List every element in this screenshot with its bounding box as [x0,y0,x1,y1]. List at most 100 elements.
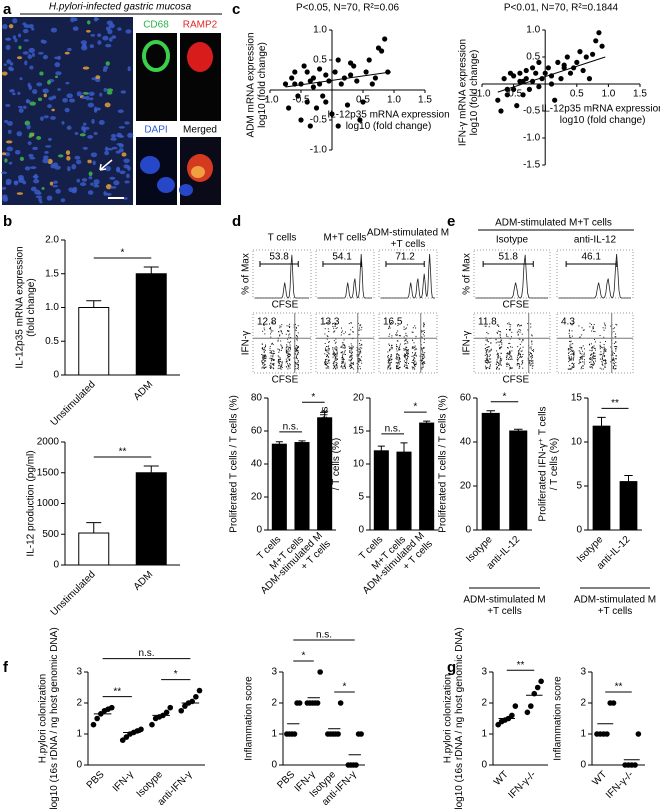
event [407,354,409,356]
event [352,346,354,348]
event [532,360,534,362]
event [590,343,592,345]
data-point [304,69,310,75]
event [590,347,592,349]
event [516,362,518,364]
event [404,348,406,350]
event [295,363,297,365]
data-point [580,67,586,74]
event [590,324,592,326]
event [348,323,350,325]
event [403,328,405,330]
event [613,342,615,344]
event [497,324,499,326]
nucleus [79,133,86,137]
event [612,359,614,361]
event [277,355,279,357]
bar [509,430,528,531]
bar [592,425,611,531]
event [412,358,414,360]
x-tick-label: 1.5 [418,95,432,106]
y-tick-label: 1.0 [45,302,59,313]
event [412,348,414,350]
event [407,342,409,344]
event [334,359,336,361]
event [403,360,405,362]
event [486,340,488,342]
event [498,341,500,343]
event [279,361,281,363]
event [389,367,391,369]
data-point [590,51,596,57]
event [296,357,298,359]
y-tick-label: 500 [42,529,59,540]
event [273,351,275,353]
data-point [567,70,574,76]
data-point [289,75,295,81]
data-point [357,117,363,123]
data-point [369,81,375,87]
event [341,345,343,347]
event [413,356,415,358]
event [399,348,401,350]
event [324,333,326,335]
nucleus [107,29,113,35]
event [571,349,573,351]
event [497,355,499,357]
event [404,356,406,358]
nucleus [82,122,87,126]
event [521,360,523,362]
x-tick-label: IFN-γ [111,769,136,794]
event [591,330,593,332]
event [506,323,508,325]
event [497,356,499,358]
event [286,360,288,362]
nucleus [43,93,47,98]
event [612,357,614,359]
event [327,359,329,361]
nucleus [58,154,64,158]
event [281,331,283,333]
nucleus [80,40,88,45]
event [342,356,344,358]
event [600,353,602,355]
data-point [353,762,359,768]
nucleus [57,88,61,91]
event [359,358,361,360]
event [486,339,488,341]
event [277,362,279,364]
event [298,346,300,348]
nucleus [24,120,31,126]
event [344,347,346,349]
event [579,361,581,363]
event [281,367,283,369]
nucleus [31,52,35,58]
y-tick-label: 2000 [37,437,60,448]
event [396,344,398,346]
data-point [528,703,534,709]
event [398,354,400,356]
event [414,364,416,366]
event [529,352,531,354]
stain-signal [140,156,160,174]
event [570,323,572,325]
x-tick-label: WT [492,769,511,788]
event [336,365,338,367]
event [326,354,328,356]
event [262,356,264,358]
event [389,359,391,361]
event [533,350,535,352]
event [328,347,330,349]
event [532,349,534,351]
event [520,325,522,327]
event [334,360,336,362]
nucleus [74,155,81,160]
event [612,352,614,354]
event [568,368,570,370]
event [388,343,390,345]
event [412,367,414,369]
event [568,356,570,358]
event [421,368,423,370]
nucleus [6,59,12,64]
event [264,349,266,351]
